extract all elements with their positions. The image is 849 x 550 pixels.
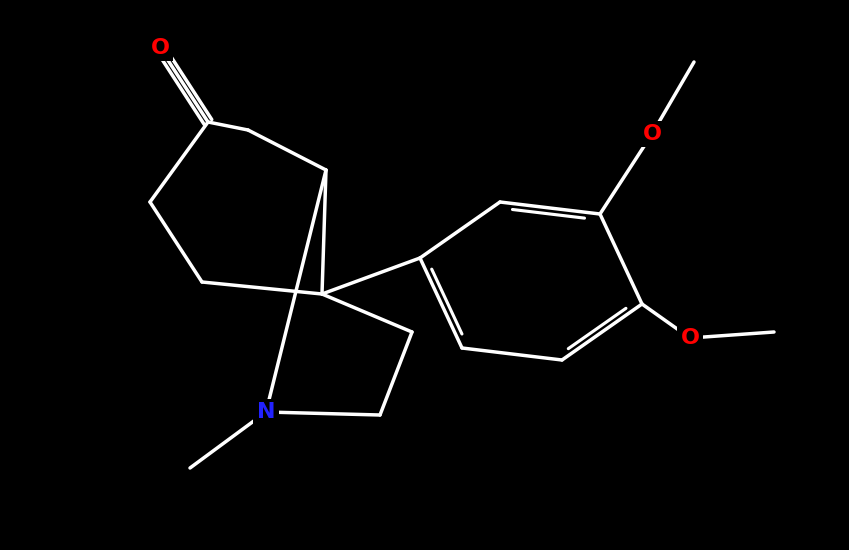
- Text: O: O: [681, 328, 700, 348]
- Text: N: N: [256, 402, 275, 422]
- Text: O: O: [643, 124, 661, 144]
- Text: O: O: [150, 38, 170, 58]
